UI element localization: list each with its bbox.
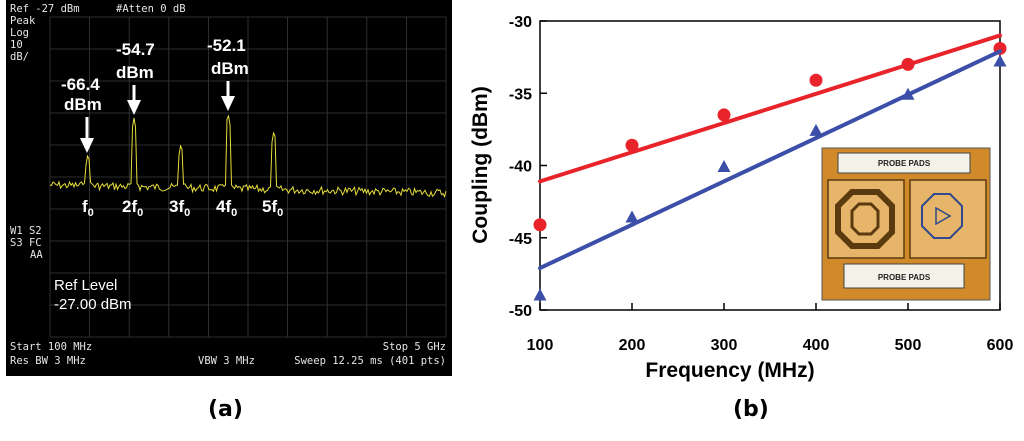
x-tick-label: 500 [895, 337, 922, 354]
data-point-triangle [625, 210, 639, 223]
fit-line-series-2 [538, 49, 1002, 271]
side-label-w1: W1 S2 [10, 225, 42, 237]
data-point-triangle [533, 288, 547, 301]
fit-line-series-1 [538, 33, 1002, 184]
annotation-2f0-value: -54.7 [116, 40, 155, 59]
annotation-2f0: -54.7 dBm [116, 40, 155, 115]
harmonic-label-4f0: 4f0 [216, 197, 237, 219]
arrowhead-f0 [80, 138, 94, 153]
x-tick-label: 600 [987, 337, 1014, 354]
scale-label-log: Log [10, 27, 29, 39]
chip-micrograph-inset: PROBE PADS PROBE PADS [821, 147, 991, 301]
atten-header: #Atten 0 dB [116, 3, 186, 15]
y-axis-label: Coupling (dBm) [469, 86, 492, 243]
x-axis-label: Frequency (MHz) [645, 359, 814, 382]
annotation-4f0-value: -52.1 [207, 36, 246, 55]
side-label-s3: S3 FC [10, 237, 42, 249]
side-label-aa: AA [30, 249, 43, 261]
annotation-f0: -66.4 dBm [61, 75, 102, 153]
annotation-2f0-unit: dBm [116, 63, 154, 82]
data-point-circle [809, 73, 823, 87]
harmonic-label-2f0: 2f0 [122, 197, 143, 219]
inductor-coil-inner [850, 202, 880, 236]
data-point-triangle [717, 159, 731, 172]
probe-pads-bottom [843, 263, 965, 289]
annotation-f0-unit: dBm [64, 95, 102, 114]
data-point-circle [901, 57, 915, 71]
annotation-f0-value: -66.4 [61, 75, 100, 94]
spectrum-analyzer-display: Ref -27 dBm #Atten 0 dB Peak Log 10 dB/ … [6, 0, 452, 376]
spectrum-analyzer-screen: Ref -27 dBm #Atten 0 dB Peak Log 10 dB/ … [10, 3, 447, 367]
circuit-ring [921, 193, 963, 239]
data-point-triangle [809, 123, 823, 136]
ref-header: Ref -27 dBm [10, 3, 80, 15]
annotation-4f0: -52.1 dBm [207, 36, 249, 111]
footer-stop: Stop 5 GHz [383, 341, 446, 353]
probe-pads-bottom-label: PROBE PADS [878, 273, 931, 282]
scale-label-peak: Peak [10, 15, 36, 27]
x-axis-ticks: 100 200 300 400 500 600 [527, 303, 1014, 354]
probe-pads-top [837, 152, 971, 174]
amplifier-symbol [935, 206, 952, 226]
annotation-4f0-unit: dBm [211, 59, 249, 78]
y-tick-label: -35 [509, 86, 532, 103]
footer-vbw: VBW 3 MHz [198, 355, 255, 367]
data-point-circle [625, 138, 639, 152]
x-tick-label: 200 [619, 337, 646, 354]
spectrum-trace [49, 114, 447, 198]
data-point-circle [533, 218, 547, 232]
x-tick-label: 300 [711, 337, 738, 354]
x-tick-label: 400 [803, 337, 830, 354]
data-point-triangle [901, 87, 915, 100]
y-tick-label: -30 [509, 14, 532, 31]
scale-label-10: 10 [10, 39, 23, 51]
harmonic-label-f0: f0 [82, 197, 94, 219]
arrowhead-2f0 [127, 100, 141, 115]
inductor-coil [835, 189, 895, 249]
harmonic-label-3f0: 3f0 [169, 197, 190, 219]
graticule-grid [49, 16, 447, 338]
ref-level-value: -27.00 dBm [54, 296, 132, 313]
footer-start: Start 100 MHz [10, 341, 92, 353]
scale-label-db: dB/ [10, 51, 29, 63]
data-point-circle [717, 108, 731, 122]
caption-b: (b) [733, 397, 769, 422]
harmonic-label-5f0: 5f0 [262, 197, 283, 219]
series-layer [533, 33, 1007, 301]
arrowhead-4f0 [221, 96, 235, 111]
y-tick-label: -40 [509, 159, 532, 176]
y-tick-label: -45 [509, 231, 532, 248]
ref-level-label: Ref Level [54, 277, 117, 294]
footer-sweep: Sweep 12.25 ms (401 pts) [294, 355, 446, 367]
caption-a: (a) [208, 397, 243, 422]
footer-res-bw: Res BW 3 MHz [10, 355, 86, 367]
coupling-chart: -30 -35 -40 -45 -50 100 200 300 400 500 600 Frequ… [469, 14, 1014, 382]
y-axis-ticks: -30 -35 -40 -45 -50 [509, 14, 547, 320]
data-point-triangle [993, 54, 1007, 67]
x-tick-label: 100 [527, 337, 554, 354]
y-tick-label: -50 [509, 303, 532, 320]
probe-pads-top-label: PROBE PADS [878, 159, 931, 168]
